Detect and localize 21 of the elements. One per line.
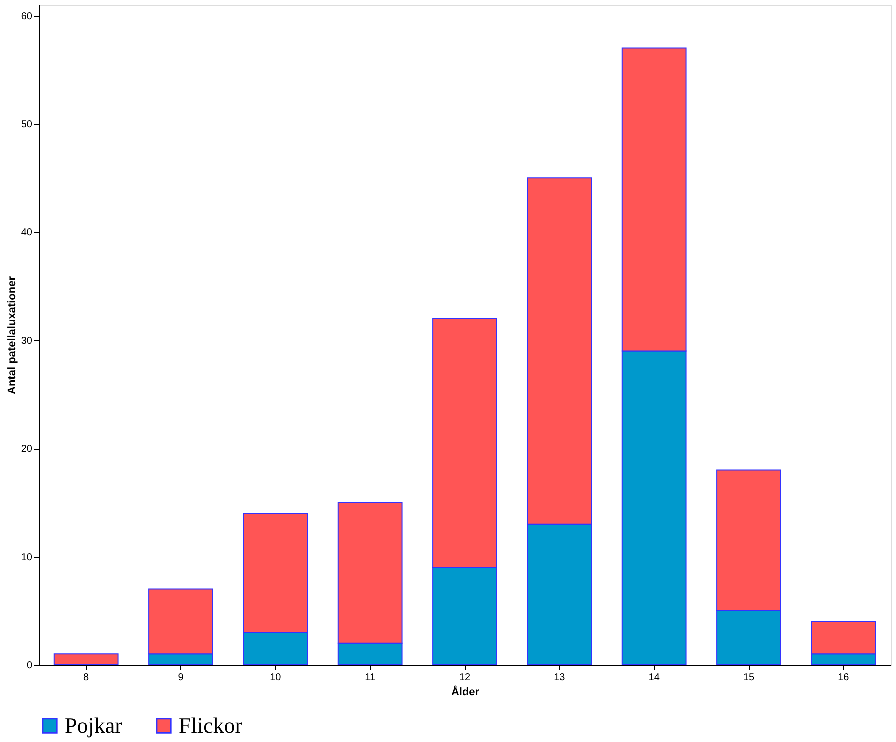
legend-label: Flickor [179, 713, 244, 738]
y-tick-label: 40 [21, 228, 33, 239]
y-tick-label: 20 [21, 444, 33, 456]
x-tick-label: 12 [459, 672, 471, 684]
y-tick-label: 60 [21, 11, 33, 22]
y-tick-label: 30 [21, 336, 33, 347]
y-axis-title: Antal patellaluxationer [6, 276, 18, 394]
y-tick-label: 10 [21, 552, 33, 564]
x-axis-title: Ålder [451, 686, 480, 698]
y-tick-label: 0 [26, 660, 33, 672]
x-tick-label: 9 [178, 672, 184, 684]
x-tick-label: 11 [365, 672, 376, 684]
x-tick-label: 13 [554, 672, 566, 684]
bar [54, 654, 119, 666]
x-tick-label: 8 [84, 672, 90, 684]
x-tick-label: 10 [270, 672, 282, 684]
x-tick-label: 14 [648, 672, 660, 684]
y-tick-label: 50 [21, 120, 33, 131]
x-tick-label: 16 [838, 672, 850, 684]
x-tick-label: 15 [743, 672, 755, 684]
legend-label: Pojkar [65, 713, 124, 738]
